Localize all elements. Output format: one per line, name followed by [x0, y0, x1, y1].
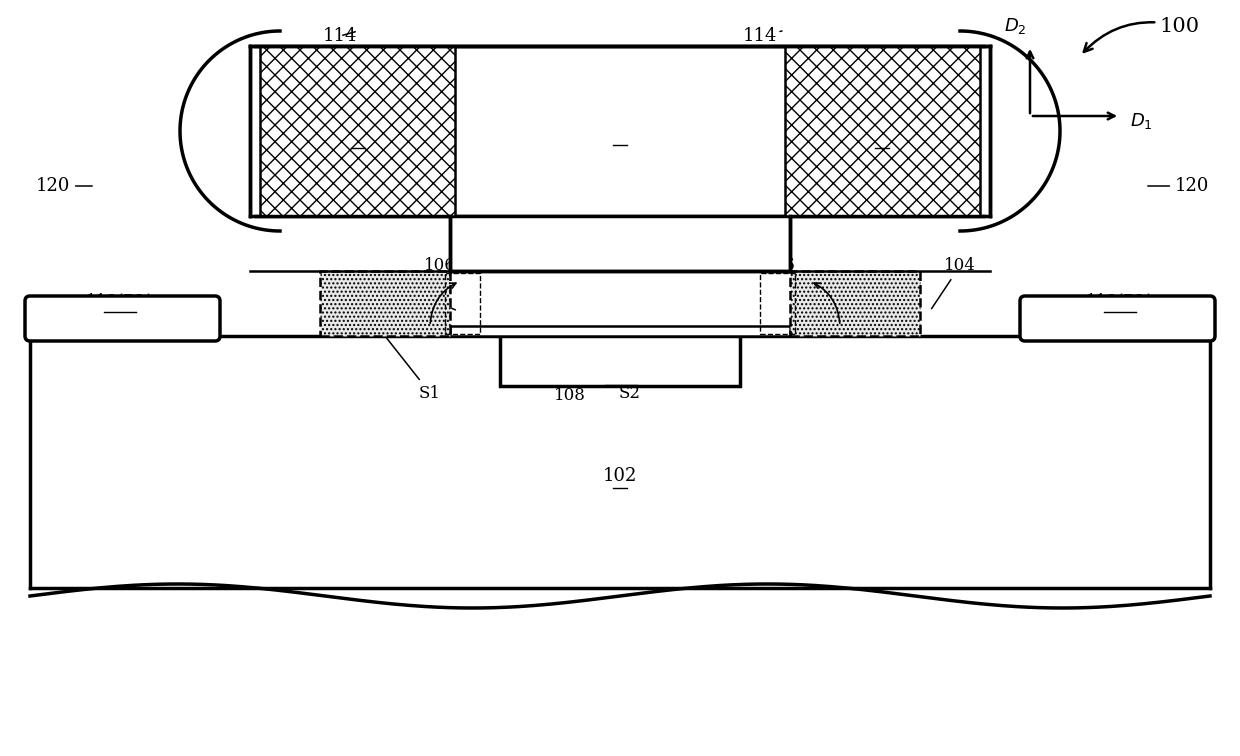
Bar: [30, 336, 1210, 596]
Bar: [450, 326, 790, 336]
Text: 104: 104: [931, 258, 976, 308]
Text: 106: 106: [764, 258, 853, 305]
Text: 110: 110: [603, 124, 637, 142]
Text: 118(BL): 118(BL): [86, 293, 154, 309]
Text: S1: S1: [387, 338, 441, 401]
Text: S2: S2: [619, 339, 641, 401]
Text: 100: 100: [1084, 17, 1200, 52]
Text: 114: 114: [743, 27, 782, 45]
Bar: [260, 46, 455, 216]
Text: A2: A2: [800, 277, 841, 309]
Polygon shape: [180, 31, 280, 231]
Text: 112: 112: [341, 127, 376, 145]
Text: 120: 120: [36, 177, 92, 195]
Text: 114: 114: [322, 27, 357, 45]
Text: 108: 108: [554, 358, 618, 404]
Bar: [760, 273, 795, 334]
Bar: [785, 46, 980, 216]
Text: 116(SL): 116(SL): [588, 365, 655, 383]
Polygon shape: [960, 31, 1060, 231]
Text: 106: 106: [392, 258, 456, 304]
FancyBboxPatch shape: [1021, 296, 1215, 341]
Text: 118(BL): 118(BL): [1086, 293, 1154, 309]
FancyBboxPatch shape: [25, 296, 219, 341]
Text: 120: 120: [1148, 177, 1209, 195]
Bar: [320, 271, 450, 336]
Bar: [250, 46, 990, 216]
Text: 112: 112: [864, 127, 899, 145]
Text: 102: 102: [603, 467, 637, 485]
Text: A1: A1: [388, 277, 455, 310]
Bar: [500, 336, 740, 386]
Bar: [445, 273, 480, 334]
Bar: [450, 216, 790, 271]
Text: $D_1$: $D_1$: [1130, 111, 1153, 131]
Text: $D_2$: $D_2$: [1003, 16, 1027, 36]
Bar: [790, 271, 920, 336]
